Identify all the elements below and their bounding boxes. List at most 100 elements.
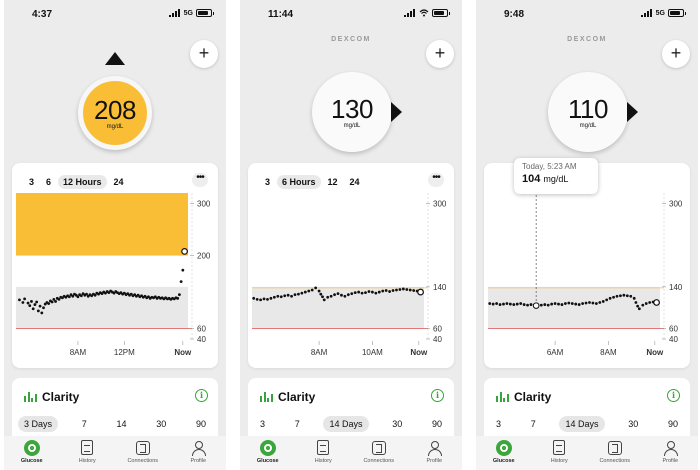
glucose-reading-gauge[interactable]: 110 mg/dL	[548, 72, 628, 152]
add-event-button[interactable]: +	[426, 40, 454, 68]
clarity-range-tab[interactable]: 3	[260, 419, 266, 429]
y-tick-label: 300	[433, 199, 447, 208]
time-range-tab[interactable]: 6 Hours	[277, 175, 321, 189]
glucose-point	[377, 290, 381, 294]
glucose-point	[293, 293, 297, 297]
time-range-tab[interactable]: 24	[113, 177, 124, 187]
glucose-point	[79, 294, 83, 298]
clarity-range-tab[interactable]: 30	[392, 419, 403, 429]
glucose-point	[408, 288, 412, 292]
glucose-point	[391, 289, 395, 292]
info-icon[interactable]: i	[195, 389, 208, 402]
time-range-tab[interactable]: 12	[327, 177, 338, 187]
glucose-point	[26, 301, 30, 305]
more-options-button[interactable]: •••	[192, 173, 208, 187]
nav-item-glucose[interactable]: Glucose	[243, 436, 293, 470]
glucose-point	[577, 303, 581, 306]
current-reading-point	[181, 247, 188, 255]
signal-icon	[640, 9, 652, 17]
glucose-chart-card: 3 6 12 Hours 24 ••• 300 200 60 40 8AM 12PM Now	[12, 163, 218, 368]
clarity-range-tab[interactable]: 7	[530, 419, 536, 429]
x-tick-label: Now	[174, 348, 192, 357]
nav-label: History	[314, 458, 332, 464]
glucose-point	[307, 289, 311, 293]
brand-logo: DEXCOM	[331, 36, 371, 43]
nav-item-connections[interactable]: Connections	[354, 436, 404, 470]
glucose-point	[634, 301, 638, 304]
glucose-point	[33, 303, 37, 306]
history-icon	[79, 440, 95, 456]
nav-label: Profile	[662, 458, 679, 464]
glucose-point	[272, 295, 276, 299]
clarity-range-tab[interactable]: 30	[156, 419, 167, 429]
add-event-button[interactable]: +	[662, 40, 690, 68]
network-label: 5G	[183, 9, 193, 17]
brand-logo: DEXCOM	[567, 36, 607, 43]
glucose-point	[570, 302, 574, 305]
glucose-point	[522, 303, 526, 306]
glucose-point	[178, 293, 181, 297]
info-icon[interactable]: i	[667, 389, 680, 402]
glucose-reading-gauge[interactable]: 208 mg/dL	[78, 76, 152, 150]
nav-item-history[interactable]: History	[534, 436, 584, 470]
y-tick-label: 40	[669, 335, 678, 344]
time-range-tab[interactable]: 12 Hours	[58, 175, 107, 189]
selected-point[interactable]	[532, 302, 540, 309]
glucose-point	[398, 288, 402, 291]
nav-item-profile[interactable]: Profile	[173, 436, 223, 470]
clarity-range-tab[interactable]: 14 Days	[323, 416, 369, 432]
glucose-point	[329, 294, 333, 298]
glucose-point	[336, 292, 340, 296]
clarity-range-tab[interactable]: 14	[116, 419, 127, 429]
nav-item-connections[interactable]: Connections	[118, 436, 168, 470]
clarity-range-tab[interactable]: 7	[294, 419, 300, 429]
glucose-point	[340, 293, 343, 297]
clarity-range-tab[interactable]: 3	[496, 419, 502, 429]
glucose-point	[526, 303, 529, 307]
glucose-point	[498, 303, 502, 306]
clarity-range-tab[interactable]: 90	[195, 419, 206, 429]
time-range-tab[interactable]: 24	[349, 177, 360, 187]
glucose-point	[85, 292, 88, 296]
connections-icon	[371, 440, 387, 456]
time-range-tab[interactable]: 6	[46, 177, 52, 187]
glucose-reading-gauge[interactable]: 130 mg/dL	[312, 72, 392, 152]
glucose-point	[54, 300, 57, 303]
clarity-range-tab[interactable]: 90	[431, 419, 442, 429]
clarity-range-tab[interactable]: 7	[81, 419, 87, 429]
connections-icon	[135, 440, 151, 456]
nav-item-glucose[interactable]: Glucose	[7, 436, 57, 470]
glucose-point	[636, 304, 640, 308]
nav-item-profile[interactable]: Profile	[409, 436, 459, 470]
nav-item-history[interactable]: History	[298, 436, 348, 470]
clarity-range-tab[interactable]: 30	[628, 419, 639, 429]
glucose-point	[181, 268, 185, 272]
time-range-tab[interactable]: 3	[265, 177, 271, 187]
glucose-point	[632, 296, 636, 300]
glucose-icon	[259, 440, 276, 456]
glucose-point	[519, 302, 523, 305]
glucose-point	[38, 304, 42, 308]
glucose-point	[360, 291, 364, 295]
time-range-tab[interactable]: 3	[29, 177, 35, 187]
glucose-point	[333, 293, 336, 297]
nav-item-glucose[interactable]: Glucose	[479, 436, 529, 470]
time-range-tabs: 3 6 12 Hours 24	[24, 175, 129, 189]
glucose-point	[598, 301, 602, 304]
status-time: 4:37	[32, 9, 53, 20]
info-icon[interactable]: i	[431, 389, 444, 402]
nav-item-history[interactable]: History	[62, 436, 112, 470]
clarity-range-tabs: 3 7 14 Days 30 90	[254, 416, 448, 432]
add-event-button[interactable]: +	[190, 40, 218, 68]
nav-item-connections[interactable]: Connections	[590, 436, 640, 470]
nav-item-profile[interactable]: Profile	[645, 436, 695, 470]
more-options-button[interactable]: •••	[428, 173, 444, 187]
glucose-point	[615, 294, 619, 298]
clarity-range-tabs: 3 7 14 Days 30 90	[490, 416, 684, 432]
clarity-range-tab[interactable]: 90	[667, 419, 678, 429]
glucose-point	[322, 298, 326, 302]
glucose-point	[641, 303, 645, 307]
x-tick-label: Now	[646, 348, 664, 357]
clarity-range-tab[interactable]: 3 Days	[18, 416, 59, 432]
clarity-range-tab[interactable]: 14 Days	[559, 416, 605, 432]
